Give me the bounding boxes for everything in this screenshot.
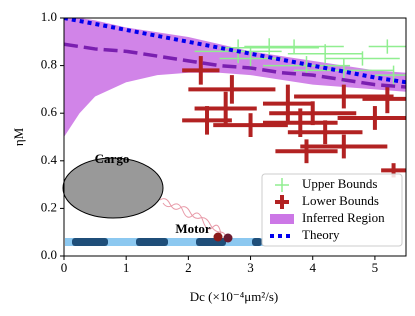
inferred-median [64, 42, 406, 89]
track-segment [72, 238, 108, 246]
x-tick-label: 2 [185, 260, 192, 275]
cargo-label: Cargo [95, 151, 130, 166]
x-tick-label: 1 [123, 260, 130, 275]
y-tick-label: 0.0 [41, 247, 57, 262]
inferred-region [64, 18, 406, 137]
legend-label: Upper Bounds [302, 176, 377, 191]
x-tick-label: 4 [309, 260, 316, 275]
y-tick-label: 0.4 [41, 152, 58, 167]
motor-label: Motor [175, 221, 211, 236]
legend-label: Inferred Region [302, 210, 385, 225]
y-tick-label: 0.6 [41, 104, 58, 119]
motor-head [223, 233, 233, 243]
legend: Upper Bounds Lower Bounds Inferred Region T… [261, 173, 403, 247]
y-tick-label: 1.0 [41, 9, 57, 24]
legend-box [261, 173, 403, 247]
inset-diagram: Cargo Motor [62, 151, 263, 246]
x-tick-label: 5 [372, 260, 379, 275]
legend-swatch [270, 214, 294, 224]
track-segment [136, 238, 168, 246]
plot-area [64, 18, 406, 178]
axes-frame [63, 17, 407, 257]
legend-label: Lower Bounds [302, 193, 379, 208]
y-tick-label: 0.8 [41, 57, 57, 72]
cargo [62, 157, 164, 219]
track-segment [252, 238, 262, 246]
x-axis-label: Dc (×10⁻⁴μm²/s) [190, 289, 278, 304]
motor-head [213, 232, 223, 242]
y-tick-label: 0.2 [41, 199, 57, 214]
legend-label: Theory [302, 227, 340, 242]
tether [162, 202, 222, 236]
y-axis-label: ηM [11, 127, 26, 146]
x-tick-label: 3 [247, 260, 254, 275]
x-tick-label: 0 [61, 260, 68, 275]
tether [159, 198, 227, 241]
